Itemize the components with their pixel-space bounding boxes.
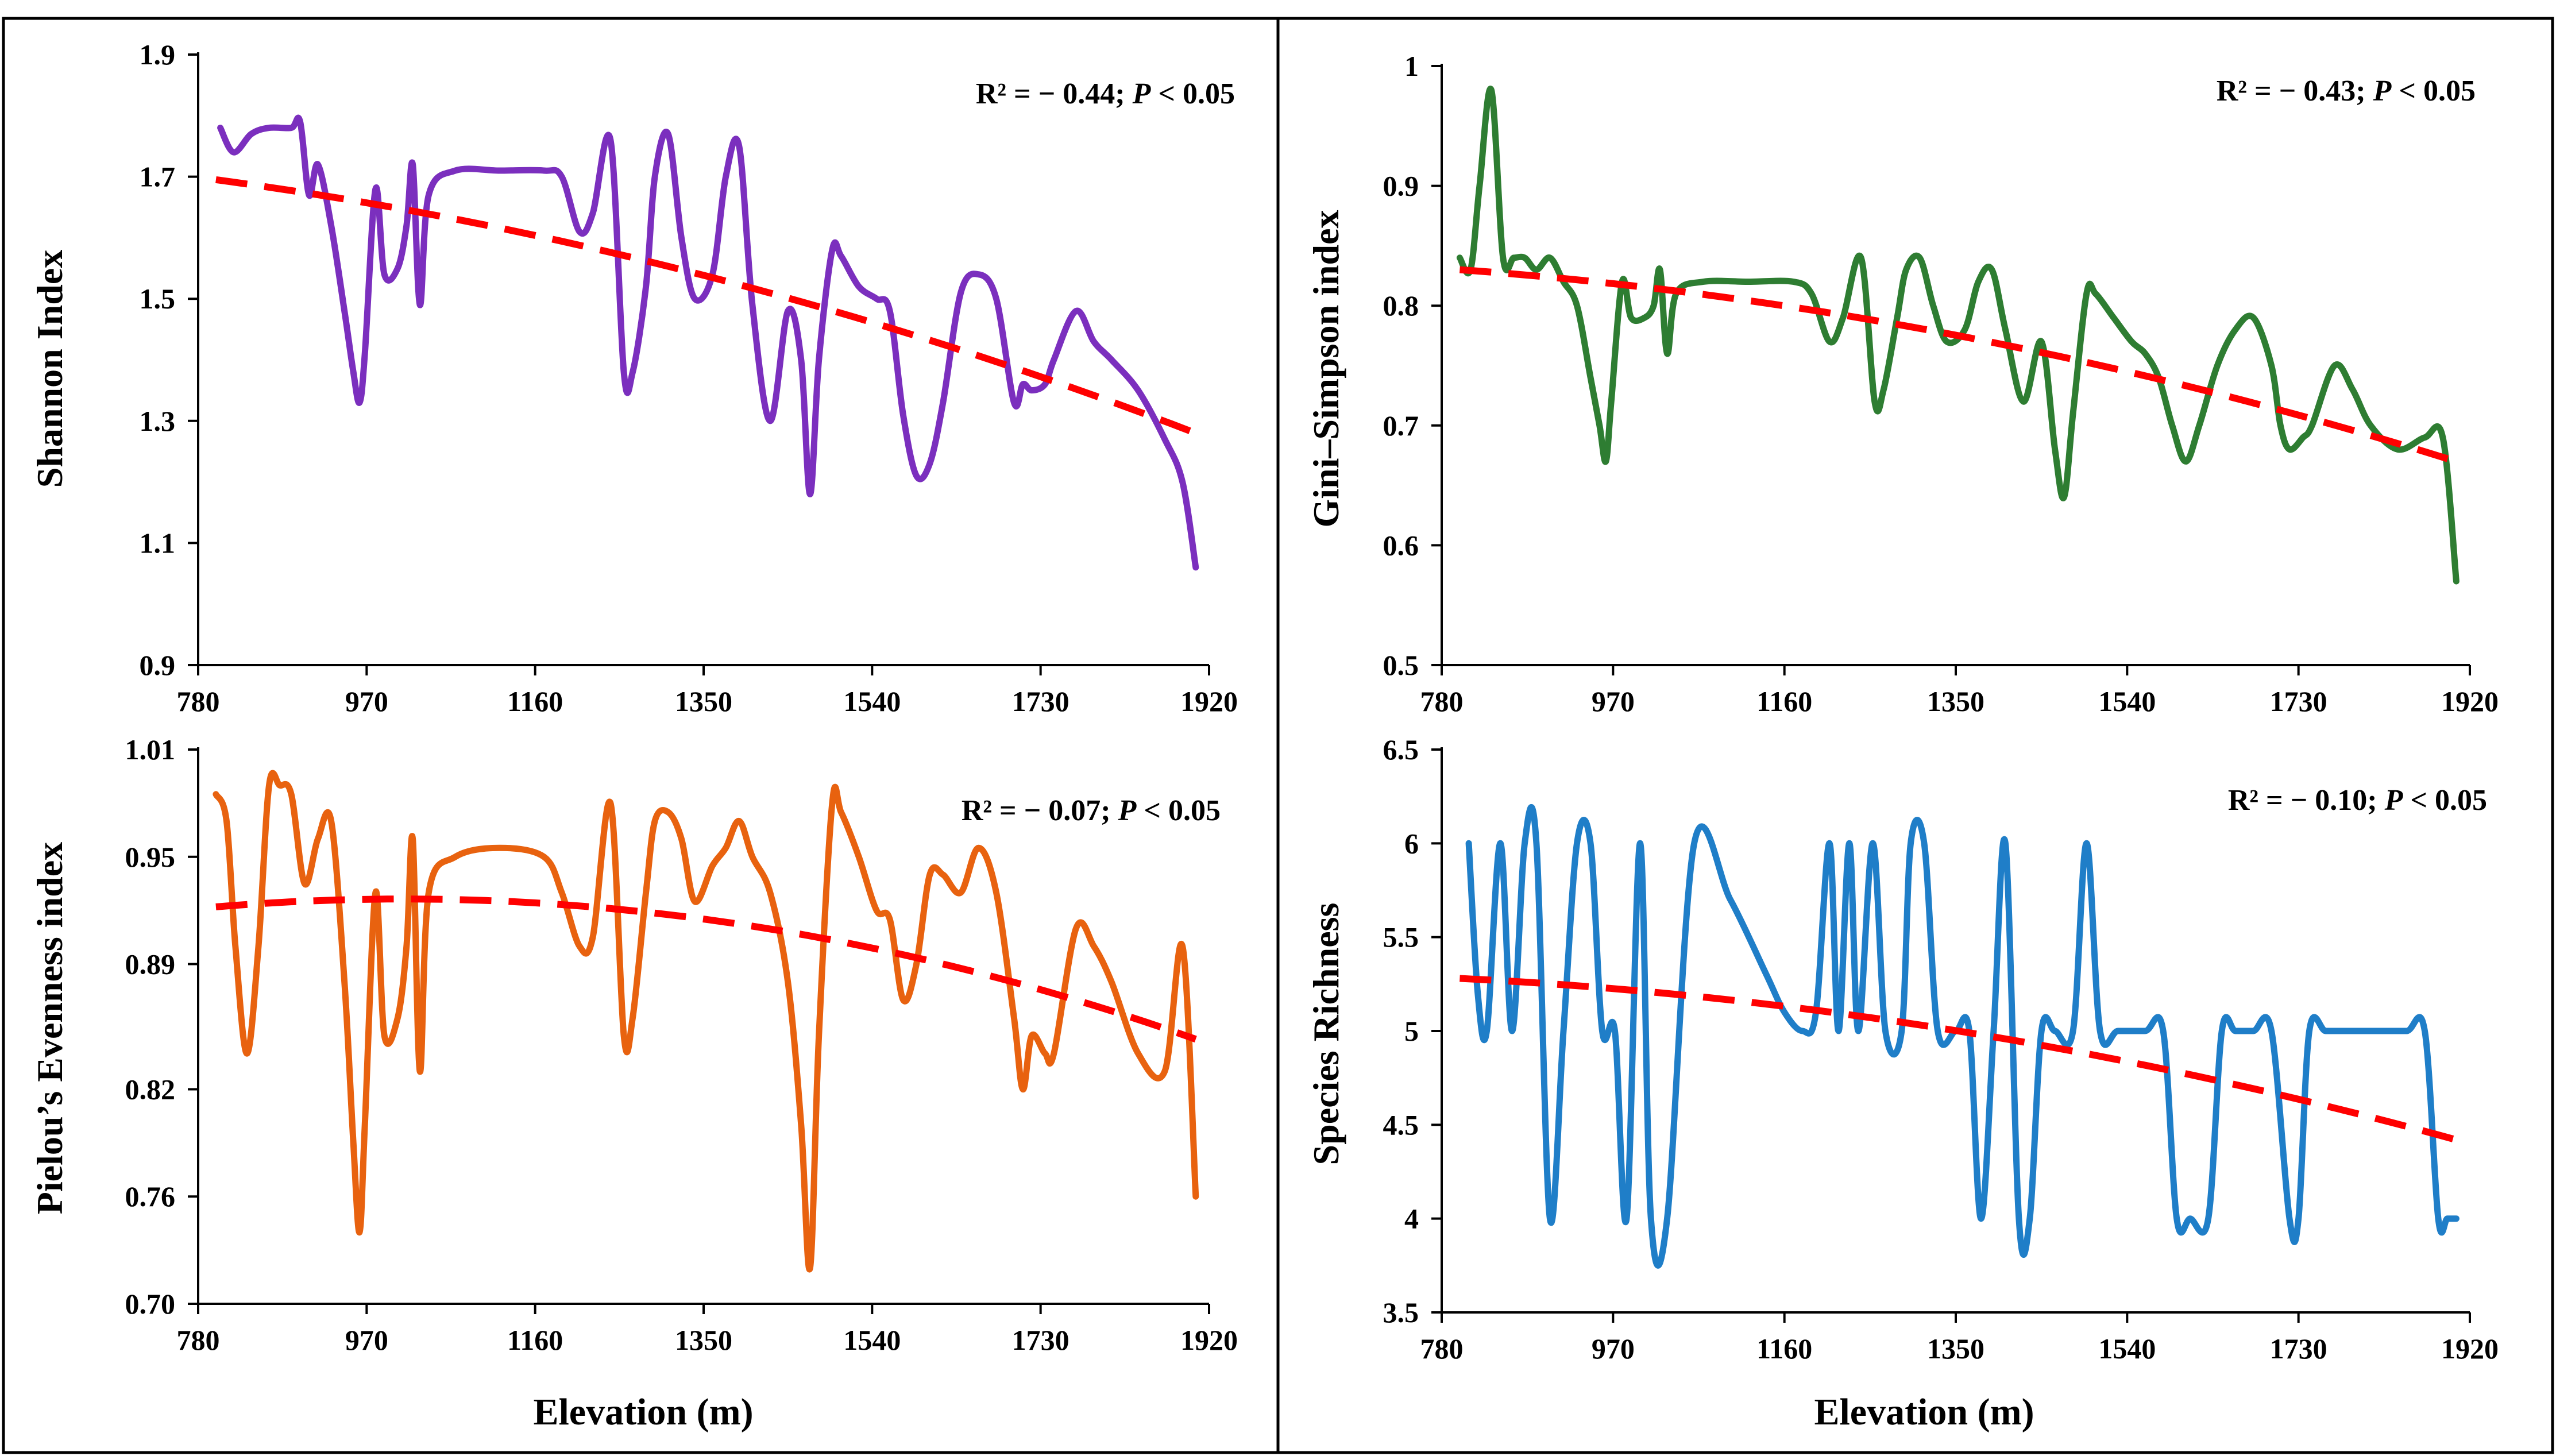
x-tick-label: 1540	[2098, 1333, 2156, 1365]
y-axis-label: Gini–Simpson index	[1306, 210, 1346, 527]
y-tick-label: 0.89	[125, 948, 176, 980]
y-tick-label: 1.01	[125, 733, 176, 766]
y-tick-label: 1	[1404, 50, 1419, 82]
x-tick-label: 1920	[1180, 1324, 1238, 1356]
r2-annotation: R² = − 0.07; P < 0.05	[962, 794, 1221, 827]
x-tick-label: 970	[345, 685, 388, 717]
x-tick-label: 780	[1420, 685, 1464, 717]
y-tick-label: 5	[1404, 1015, 1419, 1047]
x-tick-label: 780	[1420, 1333, 1464, 1365]
series-line	[1456, 86, 2460, 585]
x-tick-label: 1160	[507, 685, 563, 717]
y-tick-label: 0.8	[1383, 289, 1419, 322]
x-axis-label: Elevation (m)	[533, 1391, 753, 1433]
y-axis-label: Shannon Index	[29, 250, 70, 488]
y-tick-label: 0.9	[1383, 170, 1419, 202]
r2-annotation: R² = − 0.43; P < 0.05	[2217, 75, 2476, 107]
x-tick-label: 1350	[1927, 685, 1984, 717]
y-tick-label: 6.5	[1383, 733, 1419, 766]
x-tick-label: 780	[177, 1324, 220, 1356]
y-tick-label: 0.70	[125, 1288, 176, 1320]
y-tick-label: 0.5	[1383, 649, 1419, 681]
x-tick-label: 1730	[1012, 685, 1069, 717]
y-tick-label: 4	[1404, 1203, 1419, 1235]
y-axis-label: Species Richness	[1306, 903, 1346, 1165]
trend-line	[215, 895, 1197, 1042]
y-tick-label: 1.3	[140, 405, 176, 437]
y-tick-label: 1.7	[140, 161, 176, 193]
panel-species-richness: Species Richness R² = − 0.10; P < 0.05 E…	[1306, 733, 2499, 1433]
y-axis-label: Pielou’s Evenness index	[29, 842, 70, 1214]
y-tick-label: 0.9	[140, 649, 176, 681]
panel-shannon: Shannon Index R² = − 0.44; P < 0.05 780 9…	[29, 38, 1238, 717]
r2-annotation: R² = − 0.10; P < 0.05	[2228, 784, 2487, 817]
x-axis-label: Elevation (m)	[1814, 1391, 2034, 1433]
y-tick-label: 1.5	[140, 283, 176, 315]
x-tick-label: 1540	[843, 685, 901, 717]
r2-annotation: R² = − 0.44; P < 0.05	[976, 78, 1235, 110]
x-tick-label: 1160	[1756, 685, 1812, 717]
x-tick-label: 1920	[2441, 685, 2499, 717]
y-tick-label: 5.5	[1383, 921, 1419, 953]
x-tick-label: 1160	[1756, 1333, 1812, 1365]
y-tick-label: 0.76	[125, 1180, 176, 1212]
series-line	[217, 114, 1199, 571]
x-tick-label: 1540	[2098, 685, 2156, 717]
y-tick-label: 0.7	[1383, 410, 1419, 442]
trend-line	[1459, 266, 2458, 465]
y-tick-label: 6	[1404, 827, 1419, 859]
x-tick-label: 970	[1592, 1333, 1635, 1365]
panel-pielou-evenness: Pielou’s Evenness index R² = − 0.07; P <…	[29, 733, 1238, 1433]
trend-line	[1460, 975, 2458, 1144]
x-tick-label: 780	[177, 685, 220, 717]
y-tick-label: 0.6	[1383, 529, 1419, 561]
trend-line	[215, 176, 1197, 437]
y-tick-label: 4.5	[1383, 1109, 1419, 1141]
panel-gini-simpson: Gini–Simpson index R² = − 0.43; P < 0.05…	[1306, 50, 2499, 717]
x-tick-label: 970	[345, 1324, 388, 1356]
y-tick-label: 3.5	[1383, 1296, 1419, 1328]
x-tick-label: 1730	[2270, 1333, 2327, 1365]
y-tick-label: 1.9	[140, 38, 176, 71]
x-tick-label: 1920	[2441, 1333, 2499, 1365]
x-tick-label: 1730	[2270, 685, 2327, 717]
x-tick-label: 1350	[1927, 1333, 1984, 1365]
y-tick-label: 0.95	[125, 841, 176, 873]
x-tick-label: 970	[1592, 685, 1635, 717]
series-line	[1465, 804, 2460, 1269]
x-tick-label: 1350	[675, 685, 732, 717]
x-tick-label: 1920	[1180, 685, 1238, 717]
y-tick-label: 1.1	[140, 527, 176, 559]
x-tick-label: 1160	[507, 1324, 563, 1356]
x-tick-label: 1540	[843, 1324, 901, 1356]
x-tick-label: 1730	[1012, 1324, 1069, 1356]
y-tick-label: 0.82	[125, 1073, 176, 1105]
series-line	[213, 770, 1199, 1273]
x-tick-label: 1350	[675, 1324, 732, 1356]
